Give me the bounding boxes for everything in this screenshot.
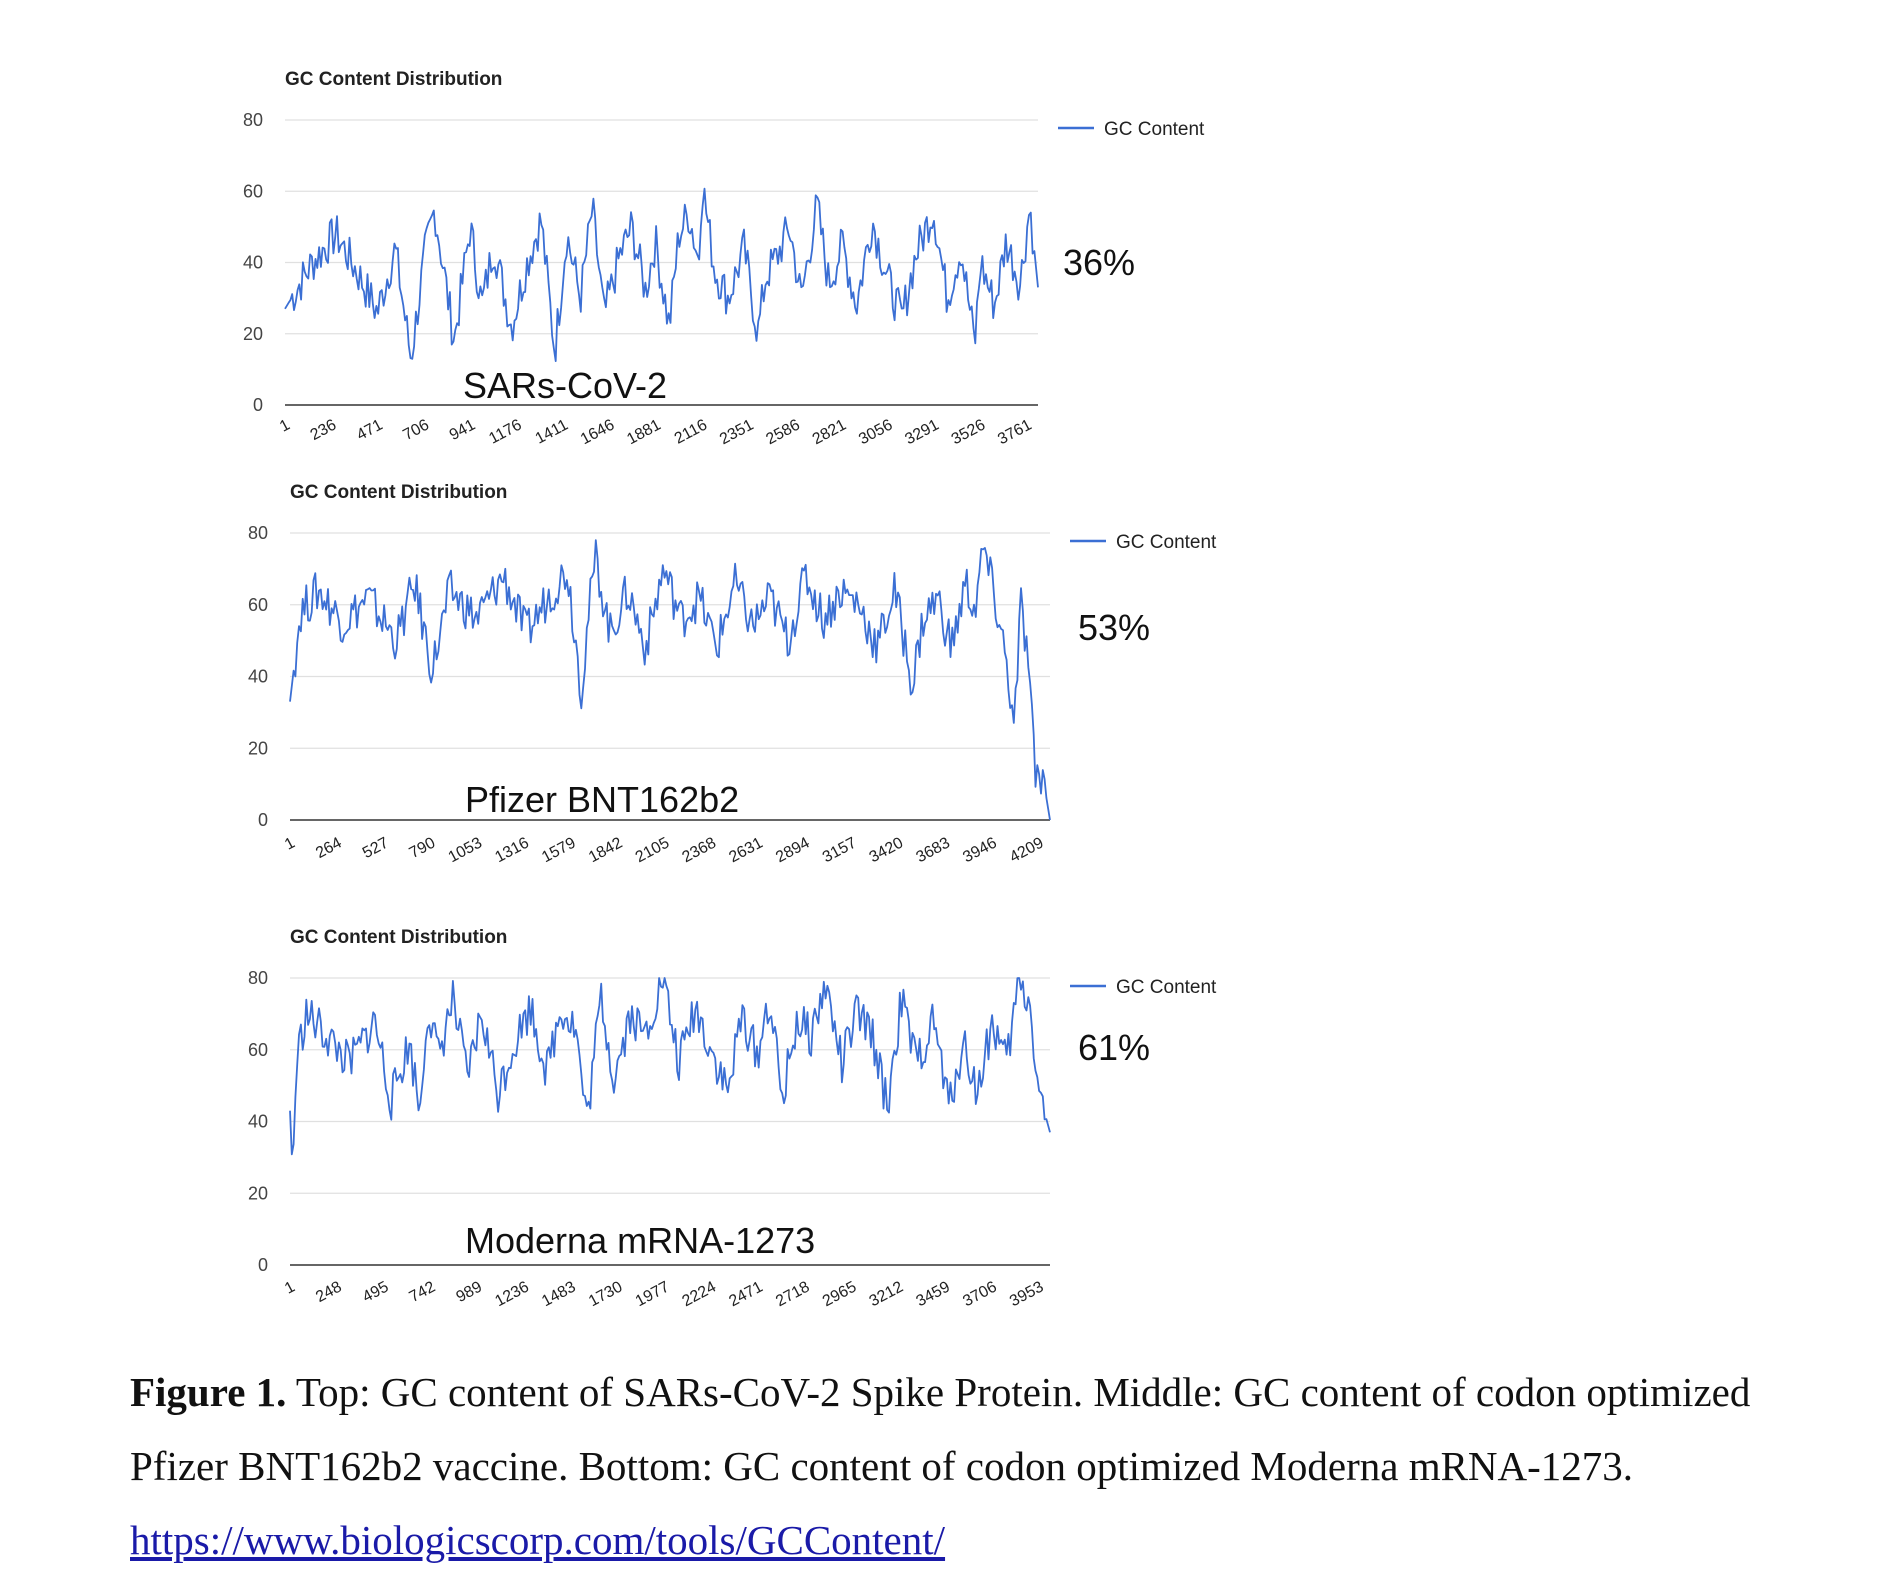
gc-percentage: 61%	[1078, 1027, 1150, 1068]
y-tick-label: 60	[248, 595, 268, 615]
chart-title: GC Content Distribution	[285, 69, 502, 90]
series-annotation: Moderna mRNA-1273	[465, 1220, 815, 1261]
series-annotation: Pfizer BNT162b2	[465, 779, 739, 820]
y-tick-label: 0	[258, 810, 268, 830]
caption-link[interactable]: https://www.biologicscorp.com/tools/GCCo…	[130, 1517, 946, 1563]
y-tick-label: 0	[258, 1255, 268, 1275]
x-tick-label: 989	[453, 1278, 485, 1306]
series-annotation: SARs-CoV-2	[463, 365, 667, 406]
y-tick-label: 20	[243, 324, 263, 344]
y-tick-label: 40	[248, 1112, 268, 1132]
series-gc-content	[289, 539, 1051, 821]
x-tick-label: 742	[407, 1278, 439, 1306]
legend-label: GC Content	[1116, 532, 1217, 553]
chart-title: GC Content Distribution	[290, 927, 507, 948]
x-tick-label: 495	[360, 1278, 392, 1306]
chart-moderna: GC Content Distribution 0 20 40 60 80 1 248 495 7…	[248, 927, 1217, 1310]
x-tick-label: 2718	[773, 1278, 812, 1310]
y-tick-label: 80	[248, 523, 268, 543]
x-tick-label: 248	[313, 1278, 345, 1306]
figure-caption: Figure 1. Top: GC content of SARs-CoV-2 …	[130, 1355, 1850, 1577]
x-tick-label: 1483	[539, 1278, 578, 1310]
chart-title: GC Content Distribution	[290, 482, 507, 503]
y-tick-label: 40	[248, 667, 268, 687]
x-tick-label: 1977	[633, 1278, 672, 1310]
x-tick-label: 2965	[820, 1278, 859, 1310]
chart-panel-pfizer: GC Content Distribution 0 20 40 60 80 1 264 527 7…	[248, 482, 1217, 866]
legend-label: GC Content	[1104, 119, 1205, 140]
x-tick-label: 1	[282, 1278, 298, 1297]
x-tick-label: 2224	[680, 1278, 719, 1310]
x-tick-label: 3953	[1007, 1278, 1046, 1310]
gc-percentage: 36%	[1063, 242, 1135, 283]
x-tick-label: 3706	[960, 1278, 999, 1310]
x-tick-label: 1730	[586, 1278, 625, 1310]
gc-percentage: 53%	[1078, 607, 1150, 648]
y-tick-label: 20	[248, 738, 268, 758]
chart-panel-moderna: GC Content Distribution 0 20 40 60 80 1 248 495 7…	[248, 927, 1217, 1310]
y-tick-label: 0	[253, 395, 263, 415]
x-tick-label: 3212	[867, 1278, 906, 1310]
x-tick-label: 3459	[913, 1278, 952, 1310]
y-tick-label: 60	[248, 1040, 268, 1060]
chart-panel-sars: GC Content Distribution 0 20 40 60 80 1 236 471 7…	[0, 0, 1888, 480]
y-tick-label: 80	[243, 110, 263, 130]
x-tick-label: 1236	[492, 1278, 531, 1310]
series-gc-content	[284, 187, 1039, 363]
y-tick-label: 60	[243, 181, 263, 201]
y-tick-label: 80	[248, 968, 268, 988]
caption-text: Top: GC content of SARs-CoV-2 Spike Prot…	[130, 1369, 1751, 1489]
series-gc-content	[289, 977, 1051, 1156]
y-tick-label: 40	[243, 253, 263, 273]
x-tick-label: 2471	[726, 1278, 765, 1310]
caption-label: Figure 1.	[130, 1369, 287, 1415]
legend-label: GC Content	[1116, 977, 1217, 998]
y-tick-label: 20	[248, 1183, 268, 1203]
